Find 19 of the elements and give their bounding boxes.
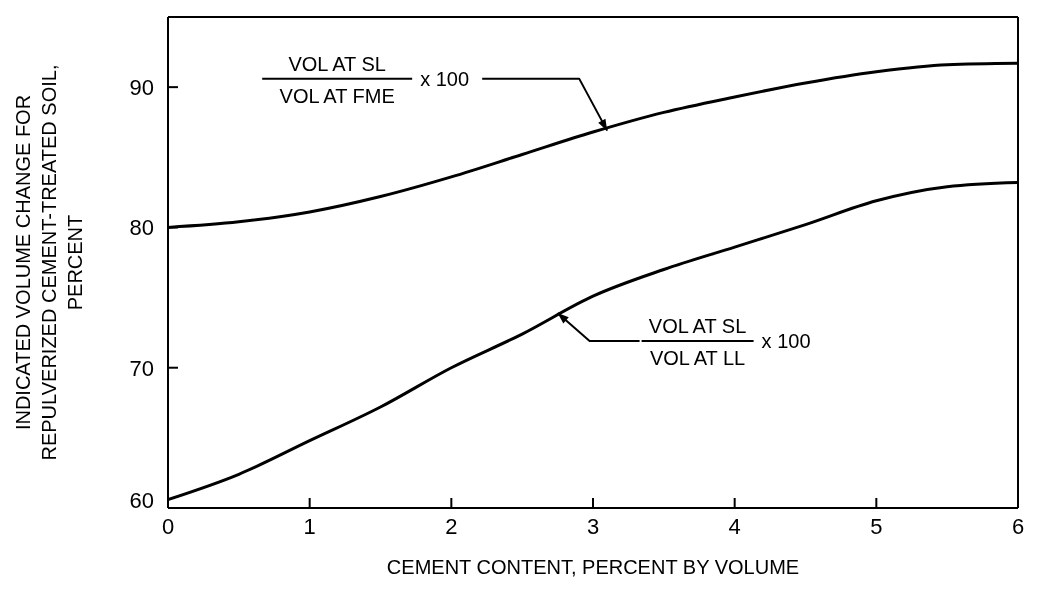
x-tick-label: 5	[870, 514, 883, 539]
x-tick-label: 1	[303, 514, 316, 539]
annotation: x 100	[420, 67, 470, 90]
x-tick-label: 0	[161, 514, 175, 539]
annotation: VOL AT SL	[288, 52, 386, 75]
y-tick-label: 70	[129, 355, 154, 381]
y-tick-label: 90	[129, 75, 154, 101]
x-tick-label: 4	[728, 514, 741, 539]
y-tick-label: 60	[129, 488, 154, 513]
x-axis-title: CEMENT CONTENT, PERCENT BY VOLUME	[386, 556, 800, 578]
x-tick-label: 2	[445, 514, 458, 539]
y-tick-label: 80	[129, 215, 154, 241]
annotation: VOL AT FME	[279, 84, 395, 107]
annotation: VOL AT LL	[649, 347, 746, 369]
annotation: VOL AT SL	[648, 315, 747, 337]
y-axis-title: INDICATED VOLUME CHANGE FOR REPULVERIZED CEMENT-TREATED SOIL, PERCENT	[12, 64, 86, 461]
x-tick-label: 3	[586, 514, 600, 539]
annotation: x 100	[761, 330, 811, 352]
x-tick-label: 6	[1011, 514, 1025, 539]
